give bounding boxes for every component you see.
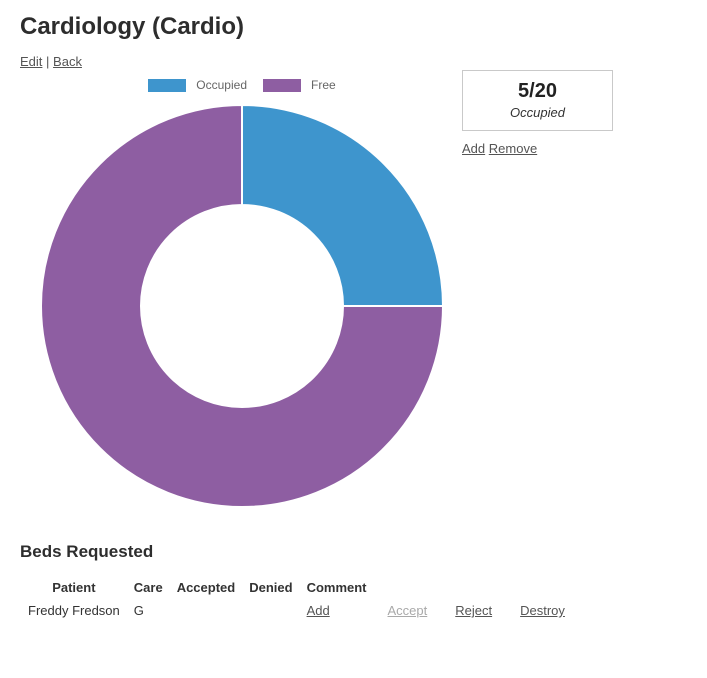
back-link[interactable]: Back	[53, 54, 82, 69]
legend-label-occupied: Occupied	[196, 78, 247, 92]
occupancy-ratio: 5/20	[518, 80, 557, 102]
legend-swatch-free	[263, 78, 301, 92]
column-header-comment: Comment	[306, 580, 367, 595]
legend-item-free[interactable]: Free	[263, 78, 336, 92]
add-comment-link[interactable]: Add	[306, 603, 330, 618]
cell-comment: Add	[301, 600, 373, 621]
column-header-care: Care	[133, 580, 163, 595]
donut-slice-free[interactable]	[40, 103, 445, 508]
ward-page: Cardiology (Cardio) Edit | Back Occupied…	[20, 13, 687, 623]
cell-accepted	[171, 600, 242, 621]
donut-slice-occupied[interactable]	[241, 103, 445, 307]
occupancy-caption: Occupied	[510, 105, 565, 120]
doughnut-chart[interactable]	[39, 103, 445, 509]
table-row: Freddy Fredson G Add Accept Reject Destr…	[22, 600, 578, 621]
chart-legend: Occupied Free	[20, 78, 464, 92]
column-header-destroy-spacer	[507, 577, 578, 598]
add-bed-link[interactable]: Add	[462, 141, 486, 156]
beds-requested-section: Beds Requested Patient Care Accepted Den…	[20, 542, 687, 623]
cell-patient: Freddy Fredson	[28, 603, 120, 618]
beds-requested-table: Patient Care Accepted Denied Comment Fre…	[20, 575, 580, 623]
reject-link[interactable]: Reject	[455, 603, 493, 618]
cell-destroy: Destroy	[507, 600, 578, 621]
nav-separator: |	[46, 54, 50, 69]
destroy-link[interactable]: Destroy	[520, 603, 565, 618]
column-header-accept-spacer	[375, 577, 441, 598]
column-header-patient: Patient	[52, 580, 96, 595]
beds-requested-heading: Beds Requested	[20, 542, 154, 561]
occupancy-box: 5/20 Occupied	[462, 70, 613, 131]
cell-denied	[243, 600, 298, 621]
accept-link[interactable]: Accept	[387, 603, 428, 618]
remove-bed-link[interactable]: Remove	[488, 141, 538, 156]
occupancy-summary: 5/20 Occupied Add Remove	[462, 70, 622, 156]
cell-accept: Accept	[375, 600, 441, 621]
legend-item-occupied[interactable]: Occupied	[148, 78, 247, 92]
nav-links: Edit | Back	[20, 54, 687, 69]
legend-label-free: Free	[311, 78, 336, 92]
table-header-row: Patient Care Accepted Denied Comment	[22, 577, 578, 598]
legend-swatch-occupied	[148, 78, 187, 92]
column-header-reject-spacer	[442, 577, 505, 598]
edit-link[interactable]: Edit	[20, 54, 43, 69]
cell-care: G	[133, 603, 144, 618]
cell-reject: Reject	[442, 600, 505, 621]
column-header-accepted: Accepted	[176, 580, 236, 595]
occupancy-actions: Add Remove	[462, 141, 622, 156]
column-header-denied: Denied	[249, 580, 293, 595]
page-title: Cardiology (Cardio)	[20, 13, 245, 40]
occupancy-chart: Occupied Free	[20, 78, 464, 509]
